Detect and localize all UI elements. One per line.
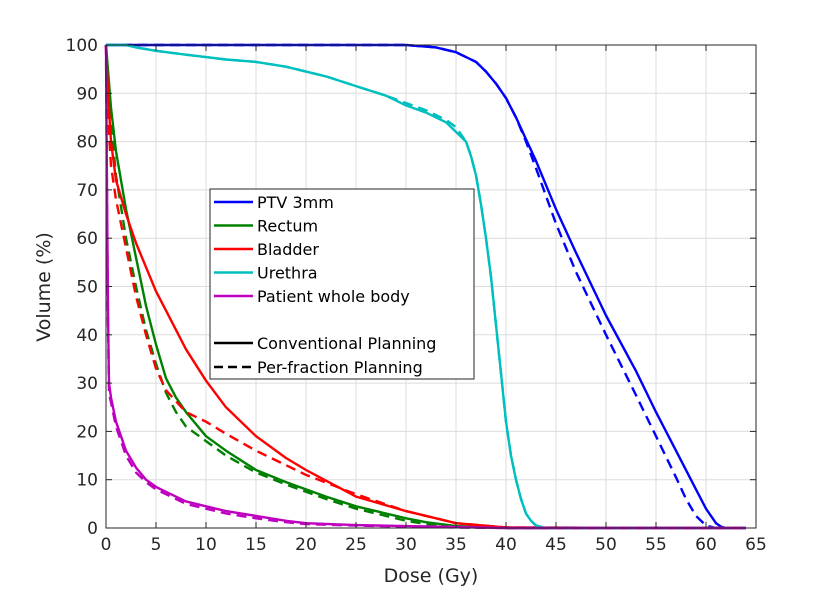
- legend-label: Urethra: [257, 264, 318, 283]
- y-tick-label: 70: [76, 181, 98, 201]
- x-tick-label: 30: [395, 535, 417, 555]
- legend-style-label: Conventional Planning: [257, 334, 436, 353]
- legend-entries: PTV 3mm Rectum Bladder Urethra Patient whole…: [214, 193, 436, 377]
- x-tick-label: 35: [445, 535, 467, 555]
- y-tick-label: 80: [76, 133, 98, 153]
- y-tick-label: 10: [76, 471, 98, 491]
- x-tick-label: 40: [495, 535, 517, 555]
- y-tick-label: 40: [76, 326, 98, 346]
- x-tick-label: 20: [295, 535, 317, 555]
- series-line-patient-whole-body-dashed: [104, 44, 746, 530]
- series-line-ptv-3mm-solid: [106, 43, 746, 530]
- y-tick-label: 90: [76, 84, 98, 104]
- x-tick-label: 65: [745, 535, 767, 555]
- x-axis-label: Dose (Gy): [384, 565, 479, 587]
- y-tick-label: 60: [76, 229, 98, 249]
- y-tick-label: 20: [76, 422, 98, 442]
- legend-style-label: Per-fraction Planning: [257, 358, 423, 377]
- y-axis-ticks: 0 10 20 30 40 50 60 70 80 90 100: [66, 36, 756, 539]
- series-line-urethra-solid: [106, 43, 746, 530]
- x-tick-label: 60: [695, 535, 717, 555]
- series-line-bladder-dashed: [104, 44, 747, 530]
- x-axis-ticks: 0 5 10 15 20 25 30 35 40 45 50 55 60 65: [101, 45, 767, 555]
- series-line-urethra-dashed: [106, 43, 746, 530]
- legend-label: Bladder: [257, 240, 319, 259]
- series-line-rectum-solid: [104, 44, 746, 530]
- legend-box: [209, 188, 475, 380]
- series-layer: [104, 43, 747, 530]
- series-line-ptv-3mm-dashed: [106, 43, 746, 530]
- y-tick-label: 50: [76, 278, 98, 298]
- legend-label: PTV 3mm: [257, 193, 334, 212]
- y-tick-label: 100: [66, 36, 98, 56]
- series-line-rectum-dashed: [104, 44, 746, 530]
- x-tick-label: 55: [645, 535, 667, 555]
- x-tick-label: 25: [345, 535, 367, 555]
- x-tick-label: 10: [195, 535, 217, 555]
- legend: PTV 3mm Rectum Bladder Urethra Patient whole…: [209, 188, 475, 380]
- legend-label: Rectum: [257, 217, 318, 236]
- x-tick-label: 0: [101, 535, 112, 555]
- x-tick-label: 45: [545, 535, 567, 555]
- legend-label: Patient whole body: [257, 287, 410, 306]
- y-tick-label: 30: [76, 374, 98, 394]
- x-tick-label: 5: [151, 535, 162, 555]
- x-tick-label: 50: [595, 535, 617, 555]
- x-tick-label: 15: [245, 535, 267, 555]
- y-axis-label: Volume (%): [33, 232, 55, 342]
- y-tick-label: 0: [87, 519, 98, 539]
